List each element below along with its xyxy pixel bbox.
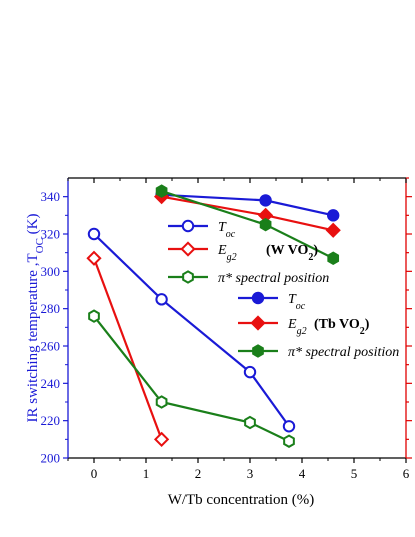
- plot-frame: [67, 177, 407, 459]
- series-1: [86, 250, 170, 447]
- data-point: [282, 420, 296, 433]
- legend-group-tb: (Tb VO2): [314, 317, 370, 337]
- data-point: [243, 365, 257, 379]
- legend-marker: [251, 291, 265, 305]
- y-tick-label: 340: [41, 189, 61, 204]
- data-point: [325, 222, 341, 238]
- data-point: [327, 209, 340, 222]
- data-point: [155, 184, 168, 198]
- data-point: [87, 227, 101, 241]
- y-tick-label: 280: [41, 301, 61, 316]
- x-tick-label: 0: [91, 466, 98, 481]
- y-tick-label: 320: [41, 227, 61, 242]
- y-axis-left: 200 220 240 260 280 300 320 340: [41, 189, 68, 466]
- legend-item-3: Toc: [238, 291, 306, 312]
- legend-item-1: Eg2: [168, 241, 237, 263]
- data-point: [259, 194, 272, 207]
- x-axis: 0 1 2 3 4 5 6: [67, 178, 410, 481]
- y-tick-label: 300: [41, 264, 61, 279]
- series-3: [155, 188, 340, 222]
- x-tick-label: 6: [403, 466, 410, 481]
- legend-label: Eg2: [287, 317, 307, 337]
- series-line: [92, 257, 163, 440]
- data-point: [259, 217, 272, 232]
- legend-label: Eg2: [217, 243, 237, 263]
- data-point: [283, 434, 295, 448]
- data-point: [155, 395, 168, 409]
- legend: Toc Eg2 π* spectral position Toc Eg2 π* spect…: [168, 219, 399, 360]
- legend-marker: [250, 315, 266, 331]
- series-line: [93, 233, 290, 427]
- data-point: [153, 431, 170, 447]
- x-axis-title: W/Tb concentration (%): [168, 492, 315, 508]
- y-axis-right: [406, 177, 412, 459]
- legend-label: Toc: [288, 292, 306, 312]
- y-tick-label: 260: [41, 339, 61, 354]
- x-tick-label: 1: [143, 466, 150, 481]
- legend-item-5: π* spectral position: [238, 344, 399, 360]
- y-tick-label: 240: [41, 376, 61, 391]
- series-0: [87, 227, 296, 433]
- data-point: [86, 250, 102, 266]
- legend-label: π* spectral position: [288, 345, 399, 360]
- legend-marker: [182, 270, 194, 284]
- series-line: [93, 315, 290, 443]
- legend-item-4: Eg2: [238, 315, 307, 337]
- legend-label: Toc: [218, 220, 236, 240]
- x-tick-label: 4: [299, 466, 306, 481]
- legend-marker: [181, 219, 195, 233]
- series-5: [155, 184, 340, 266]
- y-axis-title: IR switching temperature ,TOC (K): [25, 214, 46, 423]
- series-layer: [86, 184, 341, 448]
- legend-item-2: π* spectral position: [168, 270, 329, 286]
- y-tick-label: 200: [41, 451, 61, 466]
- legend-label: π* spectral position: [218, 271, 329, 286]
- data-point: [244, 415, 256, 430]
- legend-group-w: (W VO2): [266, 243, 318, 263]
- series-2: [88, 309, 295, 448]
- legend-marker: [180, 241, 196, 257]
- x-tick-label: 3: [247, 466, 254, 481]
- x-tick-label: 2: [195, 466, 202, 481]
- data-point: [88, 309, 100, 323]
- x-tick-label: 5: [351, 466, 358, 481]
- data-point: [327, 251, 340, 266]
- legend-marker: [252, 344, 264, 358]
- data-point: [155, 293, 168, 306]
- legend-item-0: Toc: [168, 219, 236, 240]
- y-tick-label: 220: [41, 413, 61, 428]
